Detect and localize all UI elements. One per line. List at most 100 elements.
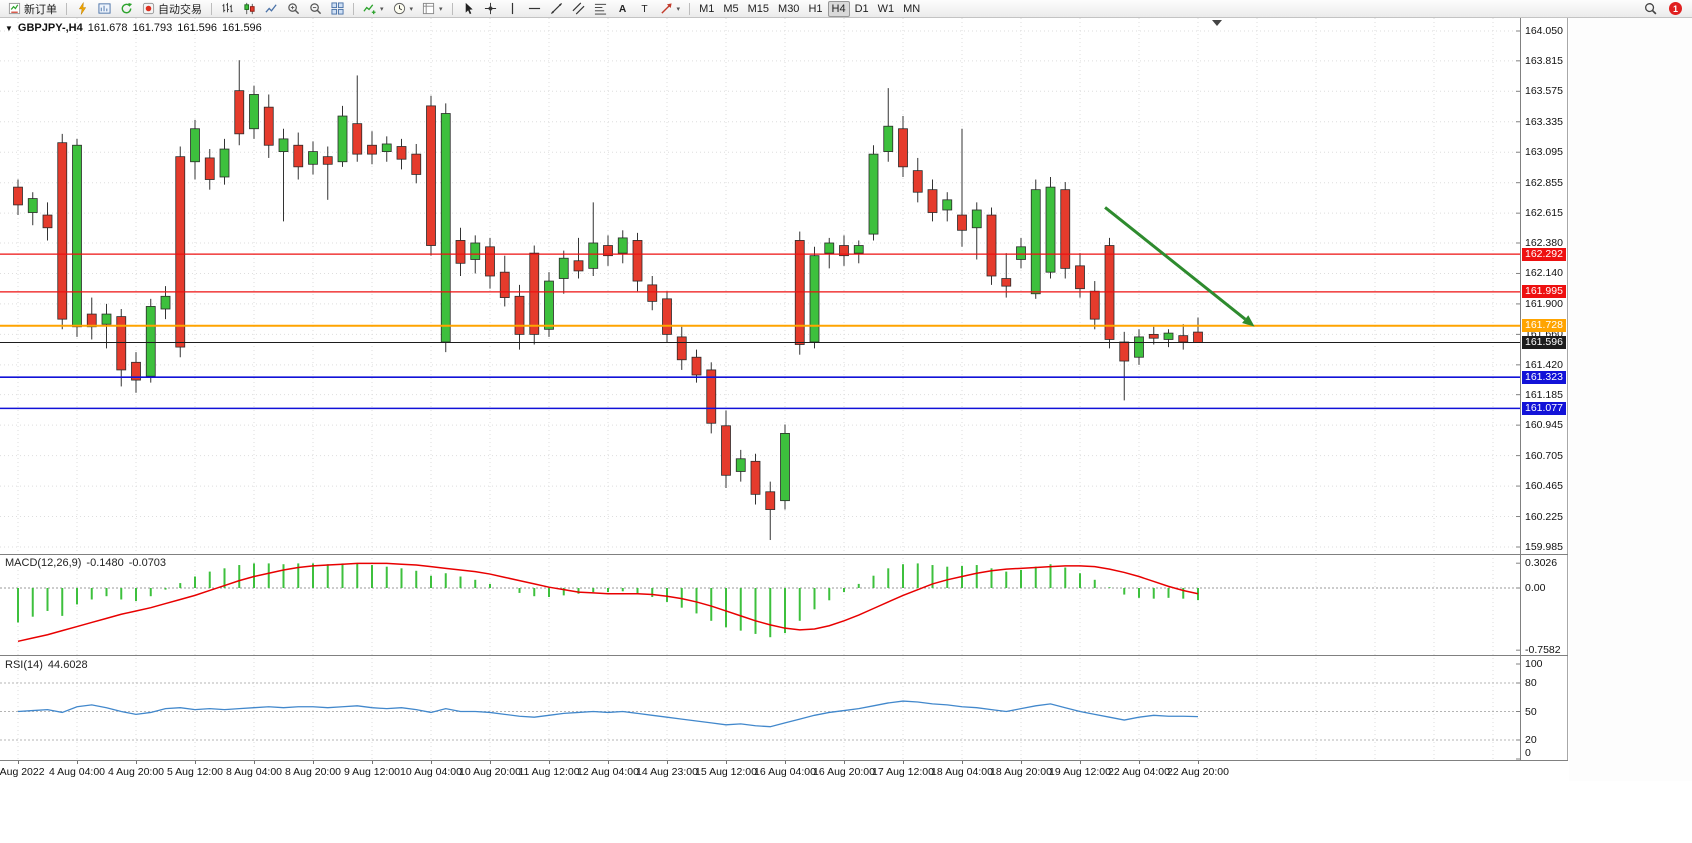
time-axis-tick — [372, 761, 373, 764]
trend-arrow[interactable] — [1104, 206, 1247, 321]
templates-dropdown-icon[interactable]: ▾ — [439, 5, 443, 13]
new-order-icon — [8, 2, 21, 15]
macd-name: MACD(12,26,9) — [5, 557, 82, 569]
text-button[interactable]: A — [612, 1, 633, 17]
timeframe-h1[interactable]: H1 — [804, 1, 826, 17]
indicators-button[interactable]: ▾ — [359, 1, 388, 17]
templates-icon — [422, 2, 435, 15]
candle-down — [426, 105, 436, 246]
time-axis-tick — [254, 761, 255, 764]
panel-separator — [1521, 655, 1568, 656]
candlestick-chart-button[interactable] — [239, 1, 260, 17]
indicators-dropdown-icon[interactable]: ▾ — [380, 5, 384, 13]
templates-button[interactable]: ▾ — [418, 1, 447, 17]
periods-button[interactable]: ▾ — [389, 1, 418, 17]
time-axis-tick — [313, 761, 314, 764]
rsi-scale-label: 80 — [1525, 677, 1537, 689]
chart-window-button[interactable] — [94, 1, 115, 17]
tile-windows-button[interactable] — [327, 1, 348, 17]
toolbar-right: 1 — [1644, 2, 1688, 15]
chart-shift-marker[interactable] — [1212, 20, 1222, 26]
candle-down — [367, 144, 377, 155]
timeframe-h4[interactable]: H4 — [827, 0, 850, 17]
candle-down — [116, 316, 127, 371]
zoom-in-button[interactable] — [283, 1, 304, 17]
horizontal-line-button[interactable] — [524, 1, 545, 17]
chart-canvas[interactable] — [0, 18, 1520, 760]
timeframe-m5[interactable]: M5 — [719, 1, 742, 17]
periods-dropdown-icon[interactable]: ▾ — [409, 5, 414, 13]
timeframe-m30[interactable]: M30 — [774, 1, 803, 17]
timeframe-mn-label: MN — [903, 2, 921, 15]
charts-button[interactable] — [72, 1, 93, 17]
time-axis-tick — [77, 761, 78, 764]
crosshair-button[interactable] — [480, 1, 501, 17]
timeframe-h1-label: H1 — [808, 2, 823, 15]
notification-badge[interactable]: 1 — [1669, 2, 1682, 15]
search-icon[interactable] — [1644, 2, 1657, 15]
bar-chart-button[interactable] — [217, 1, 238, 17]
time-axis-tick — [136, 761, 137, 764]
zoom-out-button[interactable] — [305, 1, 326, 17]
price-axis-label: 163.575 — [1525, 85, 1563, 98]
candle-down — [42, 214, 53, 229]
ohlc-close: 161.596 — [222, 22, 262, 34]
cursor-button[interactable] — [458, 1, 479, 17]
time-axis-label: 19 Aug 12:00 — [1049, 766, 1111, 778]
price-axis-label: 162.615 — [1525, 207, 1563, 220]
fibonacci-button[interactable] — [590, 1, 611, 17]
arrows-dropdown-icon[interactable]: ▾ — [676, 5, 681, 13]
time-axis-label: 8 Aug 20:00 — [284, 766, 342, 778]
refresh-icon — [121, 2, 133, 14]
price-axis-label: 160.225 — [1525, 510, 1563, 523]
new-order-button[interactable]: 新订单 — [4, 1, 61, 17]
timeframe-m15[interactable]: M15 — [744, 1, 773, 17]
svg-text:A: A — [618, 4, 626, 15]
text-icon: A — [618, 4, 626, 15]
candle-down — [927, 189, 938, 213]
time-axis-label: 16 Aug 04:00 — [754, 766, 816, 778]
candle-down — [721, 425, 731, 476]
timeframe-d1-label: D1 — [854, 2, 869, 15]
zoom-out-icon — [310, 3, 322, 15]
candle-up — [381, 143, 392, 152]
candle-up — [544, 280, 554, 330]
candle-up — [780, 432, 790, 502]
price-axis[interactable]: 164.050 163.815 163.575 163.335 163.095 162.8… — [1520, 18, 1568, 780]
auto-trading-button[interactable]: 自动交易 — [138, 1, 206, 17]
svg-text:T: T — [641, 4, 647, 15]
candlestick-chart-icon — [244, 2, 255, 15]
arrows-icon — [660, 3, 672, 14]
trendline-button[interactable] — [546, 1, 567, 17]
timeframe-w1-label: W1 — [877, 2, 895, 15]
text-label-button[interactable]: T — [634, 1, 655, 17]
refresh-button[interactable] — [116, 1, 137, 17]
candle-up — [337, 115, 348, 163]
candle-down — [912, 170, 923, 193]
timeframe-d1[interactable]: D1 — [851, 1, 873, 17]
time-axis-label: 17 Aug 12:00 — [872, 766, 934, 778]
candle-up — [145, 306, 156, 377]
timeframe-m1[interactable]: M1 — [695, 1, 718, 17]
rsi-scale-label: 20 — [1525, 734, 1537, 746]
toolbar-separator — [451, 2, 453, 15]
line-chart-button[interactable] — [261, 1, 282, 17]
candle-up — [942, 199, 953, 211]
time-axis-tick — [726, 761, 727, 764]
macd-value-signal: -0.0703 — [128, 557, 167, 569]
vertical-line-button[interactable] — [502, 1, 523, 17]
price-axis-label: 161.185 — [1525, 388, 1563, 401]
time-axis-tick — [667, 761, 668, 764]
candle-down — [986, 214, 997, 277]
time-axis-tick — [903, 761, 904, 764]
equidistant-channel-button[interactable] — [568, 1, 589, 17]
arrows-button[interactable]: ▾ — [656, 1, 685, 17]
candle-down — [204, 157, 215, 180]
chevron-down-icon[interactable]: ▼ — [5, 23, 13, 33]
candle-down — [86, 313, 97, 328]
time-axis-tick — [195, 761, 196, 764]
timeframe-mn[interactable]: MN — [899, 1, 924, 17]
timeframe-w1[interactable]: W1 — [874, 1, 899, 17]
